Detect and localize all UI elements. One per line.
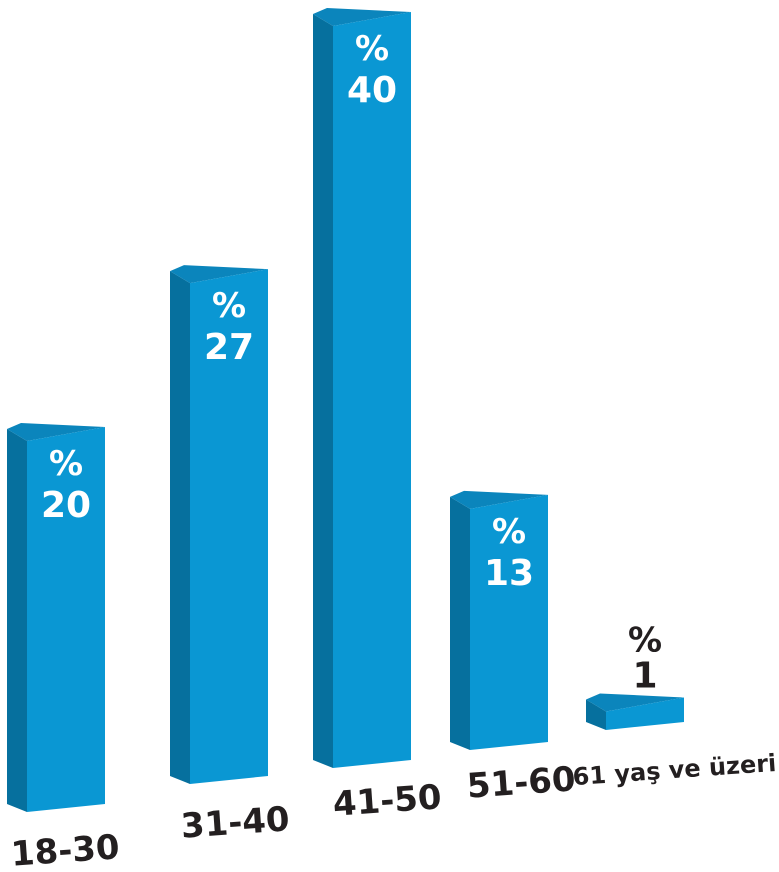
category-label: 61 yaş ve üzeri [572, 749, 777, 791]
value-labels-group: %20%27%40%13%1 [41, 29, 662, 696]
value-label-percent: % [355, 29, 389, 69]
bar-side [586, 699, 606, 730]
bar [170, 265, 268, 784]
bar-side [450, 496, 470, 750]
bar-top [586, 693, 684, 712]
bar-top [7, 423, 105, 441]
bar [450, 490, 548, 750]
bar-front [333, 12, 411, 768]
bar-top [450, 490, 548, 509]
bar-side [313, 14, 333, 768]
value-label: 40 [347, 70, 397, 111]
value-label: 1 [632, 655, 657, 696]
value-label: 27 [204, 327, 254, 368]
category-label: 41-50 [332, 777, 443, 824]
value-label: 13 [484, 553, 534, 594]
bar-front [470, 494, 548, 750]
value-label-percent: % [212, 286, 246, 326]
value-label: 20 [41, 485, 91, 526]
bars-group [7, 8, 684, 812]
category-label: 18-30 [10, 827, 121, 872]
value-label-percent: % [628, 620, 662, 660]
bar-top [313, 8, 411, 26]
bar [7, 423, 105, 812]
bar [313, 8, 411, 768]
value-label-percent: % [49, 444, 83, 484]
bar-front [606, 697, 684, 730]
bar-front [190, 269, 268, 784]
bar-side [170, 271, 190, 784]
bar [586, 693, 684, 730]
value-label-percent: % [492, 512, 526, 552]
category-label: 31-40 [180, 799, 291, 846]
bar-side [7, 429, 27, 812]
category-label: 51-60 [466, 759, 577, 806]
bar-front [27, 427, 105, 812]
bar-top [170, 265, 268, 284]
